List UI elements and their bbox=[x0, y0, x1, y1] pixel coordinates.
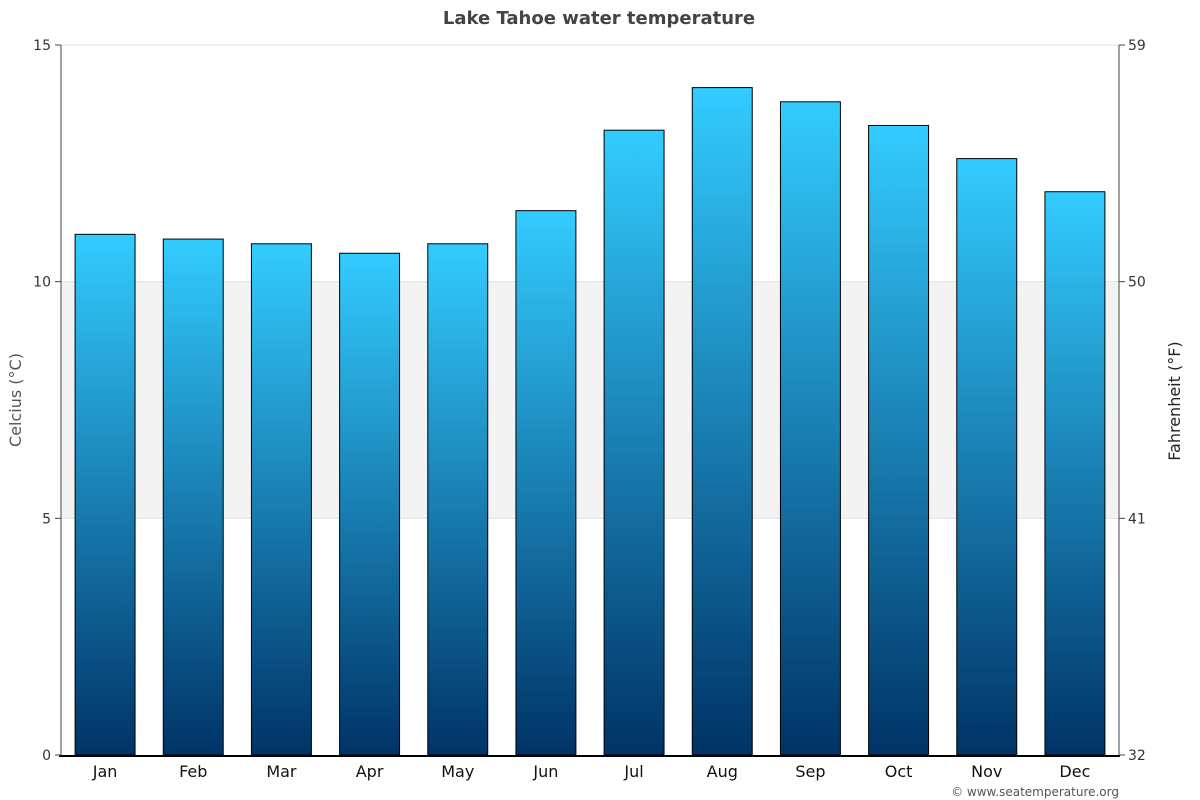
tick-label-left: 0 bbox=[42, 748, 51, 764]
bar-apr bbox=[339, 252, 401, 756]
bars bbox=[74, 87, 1106, 756]
bar-feb bbox=[162, 238, 224, 756]
x-tick-label: Jan bbox=[92, 762, 118, 781]
bar-mar bbox=[250, 243, 312, 756]
bar-sep bbox=[779, 101, 841, 756]
bar-dec bbox=[1044, 191, 1106, 756]
tick-label-right: 32 bbox=[1128, 748, 1146, 764]
credit-text: © www.seatemperature.org bbox=[951, 785, 1119, 799]
x-tick-label: May bbox=[441, 762, 474, 781]
tick-label-left: 10 bbox=[33, 275, 51, 291]
bar-jan bbox=[74, 233, 136, 756]
y-axis-label-right: Fahrenheit (°F) bbox=[1165, 341, 1184, 460]
bar-nov bbox=[956, 158, 1018, 756]
x-tick-label: Apr bbox=[356, 762, 384, 781]
bar-oct bbox=[868, 124, 930, 756]
tick-label-right: 50 bbox=[1128, 275, 1146, 291]
bar-may bbox=[427, 243, 489, 756]
x-tick-label: Feb bbox=[179, 762, 207, 781]
x-tick-label: Nov bbox=[971, 762, 1002, 781]
bar-jul bbox=[603, 129, 665, 756]
chart-title: Lake Tahoe water temperature bbox=[443, 8, 755, 29]
x-ticks: Jan Feb Mar Apr May Jun Jul Aug Sep Oct Nov Dec bbox=[92, 762, 1091, 781]
bar-jun bbox=[515, 210, 577, 756]
tick-label-right: 41 bbox=[1128, 511, 1146, 527]
left-ticks: 0 5 10 15 bbox=[33, 38, 61, 764]
right-ticks: 32 41 50 59 bbox=[1119, 38, 1146, 764]
axes bbox=[59, 45, 1120, 757]
x-tick-label: Dec bbox=[1059, 762, 1090, 781]
x-tick-label: Jul bbox=[623, 762, 643, 781]
gridlines bbox=[61, 44, 1119, 519]
y-axis-label-left: Celcius (°C) bbox=[6, 353, 25, 447]
x-tick-label: Sep bbox=[795, 762, 825, 781]
plot-bands bbox=[61, 281, 1119, 519]
x-tick-label: Oct bbox=[885, 762, 913, 781]
tick-label-right: 59 bbox=[1128, 38, 1146, 54]
bar-aug bbox=[691, 87, 753, 756]
tick-label-left: 5 bbox=[42, 511, 51, 527]
x-tick-label: Jun bbox=[532, 762, 558, 781]
tick-label-left: 15 bbox=[33, 38, 51, 54]
x-tick-label: Aug bbox=[707, 762, 738, 781]
plot-band bbox=[61, 281, 1119, 519]
x-tick-label: Mar bbox=[266, 762, 297, 781]
